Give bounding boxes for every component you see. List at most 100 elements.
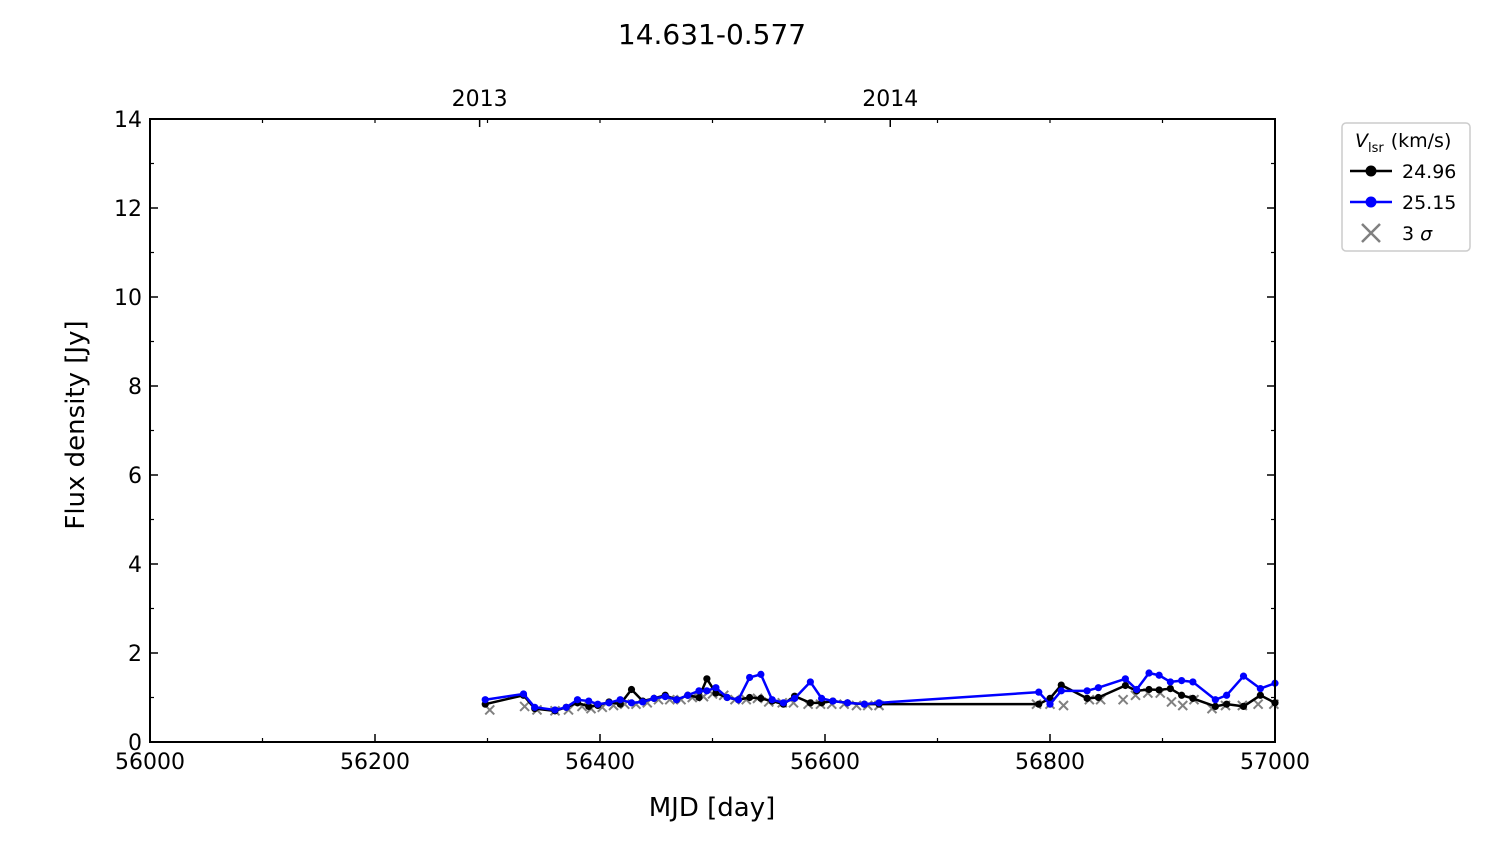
legend-title-subscript: lsr	[1368, 141, 1384, 156]
y-tick-label: 12	[114, 197, 142, 222]
data-point	[1256, 691, 1264, 699]
data-point	[1121, 681, 1129, 690]
legend-cross-marker	[1361, 223, 1381, 243]
data-point	[757, 694, 765, 702]
x-tick-label: 56600	[790, 750, 860, 775]
data-point	[875, 699, 883, 707]
data-point	[627, 699, 636, 707]
data-point	[806, 699, 814, 707]
data-point	[860, 700, 868, 708]
data-point	[650, 694, 658, 702]
data-point	[818, 694, 826, 702]
y-tick-label: 0	[128, 731, 142, 756]
data-point	[1057, 681, 1065, 689]
sigma-cross-marker	[1058, 700, 1069, 711]
data-point	[1155, 671, 1163, 679]
data-point	[1211, 702, 1219, 711]
y-tick-label: 2	[128, 642, 142, 667]
legend-label-sigma-symbol: σ	[1420, 223, 1433, 245]
data-point	[1223, 700, 1231, 708]
data-point	[585, 697, 593, 705]
data-point	[639, 698, 647, 706]
y-tick-label: 8	[128, 375, 142, 400]
data-point	[1178, 691, 1186, 699]
y-tick-label: 14	[114, 108, 142, 133]
x-axis-label: MJD [day]	[649, 793, 776, 823]
data-point	[1166, 685, 1174, 693]
legend-marker	[1365, 196, 1377, 208]
legend: Vlsr (km/s) 24.96 25.15 3 σ	[1341, 122, 1471, 252]
data-point	[746, 693, 754, 702]
legend-label-3sigma-number: 3	[1402, 223, 1414, 245]
x-tick-label: 57000	[1240, 750, 1310, 775]
data-point	[829, 697, 837, 705]
data-point	[806, 678, 814, 686]
x-tick-label: 56200	[340, 750, 410, 775]
legend-marker	[1365, 165, 1377, 177]
data-point	[684, 691, 692, 699]
data-point	[1239, 672, 1248, 680]
data-point	[1133, 685, 1141, 694]
top-year-tick-label: 2013	[452, 87, 508, 112]
axis-ticks: 56000 56200 56400 56600 56800 57000 2013 2014 0 2…	[114, 87, 1310, 775]
y-tick-label: 10	[114, 286, 142, 311]
data-point	[661, 693, 669, 701]
data-point	[1189, 678, 1197, 686]
top-year-tick-label: 2014	[862, 87, 918, 112]
data-point	[1145, 669, 1153, 677]
data-point	[1189, 694, 1197, 702]
chart-title: 14.631-0.577	[618, 18, 806, 51]
data-point	[1211, 696, 1219, 704]
data-point	[695, 693, 703, 702]
data-point	[627, 685, 636, 694]
sigma-cross-marker	[1166, 696, 1177, 708]
legend-box	[1341, 122, 1471, 252]
legend-label: 24.96	[1402, 161, 1456, 183]
data-point	[1239, 702, 1248, 711]
data-point	[791, 694, 799, 702]
data-point	[594, 700, 602, 708]
legend-label: 25.15	[1402, 192, 1456, 214]
data-point	[531, 703, 539, 711]
data-point	[712, 689, 720, 697]
series-25.15	[481, 669, 1279, 714]
data-point	[779, 699, 787, 707]
data-point	[734, 696, 742, 704]
legend-title-symbol: V	[1355, 130, 1370, 152]
sigma-cross-marker	[519, 701, 530, 712]
data-point	[1166, 678, 1174, 686]
sigma-cross-marker	[1177, 700, 1188, 711]
data-point	[768, 696, 776, 704]
data-point	[481, 696, 489, 704]
data-point	[1256, 685, 1264, 693]
data-series	[481, 669, 1280, 717]
data-point	[1057, 687, 1065, 695]
data-point	[746, 673, 754, 682]
y-tick-label: 6	[128, 464, 142, 489]
data-point	[1094, 684, 1102, 692]
legend-title-unit: (km/s)	[1391, 130, 1452, 152]
data-point	[703, 687, 711, 695]
data-point	[562, 703, 570, 711]
data-point	[616, 696, 624, 704]
x-tick-label: 56000	[115, 750, 185, 775]
data-point	[1094, 693, 1102, 702]
legend-title: Vlsr (km/s)	[1355, 130, 1451, 156]
data-point	[585, 702, 593, 711]
data-point	[1046, 700, 1054, 708]
data-point	[1223, 691, 1231, 699]
data-point	[723, 693, 731, 702]
data-point	[519, 690, 528, 698]
sigma-cross-marker	[1252, 698, 1264, 710]
plot-frame	[149, 118, 1276, 743]
data-point	[1145, 685, 1153, 694]
data-point	[551, 706, 559, 714]
data-point	[695, 687, 703, 695]
data-point	[1178, 676, 1186, 685]
data-point	[1155, 686, 1163, 694]
data-point	[1121, 675, 1129, 683]
sigma-cross-marker	[1117, 694, 1129, 705]
x-tick-label: 56800	[1015, 750, 1085, 775]
